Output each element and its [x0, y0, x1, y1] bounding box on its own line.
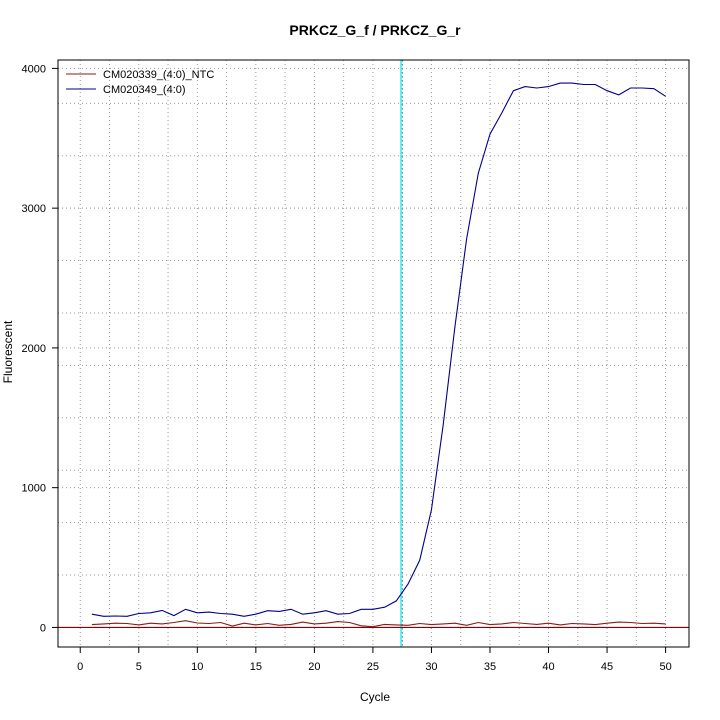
series-line-2	[91, 82, 666, 617]
legend-label-1: CM020339_(4:0)_NTC	[103, 69, 214, 81]
y-tick-label: 0	[40, 622, 46, 634]
x-tick-label: 10	[191, 661, 203, 673]
plot-frame	[57, 59, 690, 648]
y-tick-label: 2000	[22, 343, 46, 355]
y-tick-label: 4000	[22, 63, 46, 75]
axes: 0 5 10 15 20 25 30 35 40 45 50 0 1000 2000 3000 4000	[22, 59, 690, 673]
x-axis-title: Cycle	[360, 690, 390, 704]
grid-lines	[58, 60, 689, 647]
x-tick-label: 25	[367, 661, 379, 673]
x-tick-label: 50	[659, 661, 671, 673]
x-tick-label: 30	[425, 661, 437, 673]
threshold-line	[400, 60, 403, 647]
y-tick-label: 3000	[22, 203, 46, 215]
y-tick-label: 1000	[22, 483, 46, 495]
chart-title: PRKCZ_G_f / PRKCZ_G_r	[289, 22, 461, 38]
x-tick-label: 0	[77, 661, 83, 673]
x-tick-label: 35	[484, 661, 496, 673]
series-line-1	[91, 620, 666, 628]
x-tick-label: 20	[308, 661, 320, 673]
legend-label-2: CM020349_(4:0)	[103, 84, 186, 96]
x-tick-label: 45	[601, 661, 613, 673]
x-tick-label: 5	[136, 661, 142, 673]
y-axis-title: Fluorescent	[1, 320, 15, 383]
legend: CM020339_(4:0)_NTC CM020349_(4:0)	[66, 69, 214, 96]
x-tick-label: 15	[250, 661, 262, 673]
x-tick-label: 40	[542, 661, 554, 673]
series-lines	[58, 82, 689, 629]
